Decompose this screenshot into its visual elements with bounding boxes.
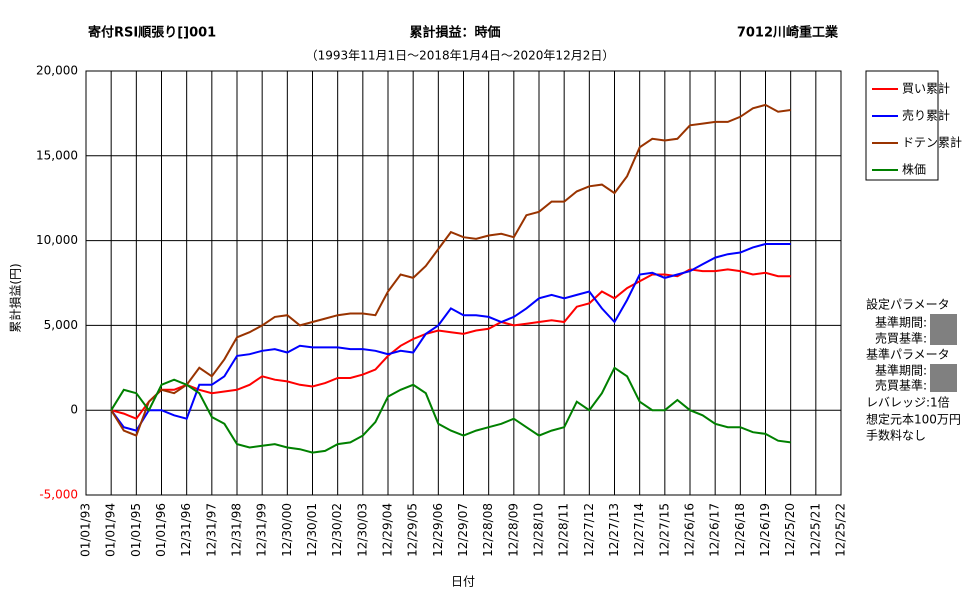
series-line (110, 268, 791, 420)
y-tick-label: 0 (70, 403, 78, 417)
x-tick-label: 12/31/96 (179, 503, 193, 557)
y-tick-label: 5,000 (44, 318, 78, 332)
x-tick-label: 01/01/94 (104, 503, 118, 557)
x-tick-label: 12/27/14 (632, 503, 646, 557)
subtitle: （1993年11月1日～2018年1月4日～2020年12月2日） (306, 49, 615, 63)
x-tick-label: 12/28/10 (532, 503, 546, 557)
x-tick-label: 12/26/19 (758, 503, 772, 557)
x-tick-label: 12/31/98 (230, 503, 244, 557)
title-right: 7012川崎重工業 (737, 25, 839, 41)
x-tick-label: 12/29/04 (381, 503, 395, 557)
x-tick-label: 12/25/20 (783, 503, 797, 557)
x-tick-label: 12/27/15 (657, 503, 671, 557)
series-line (110, 103, 791, 437)
x-tick-label: 12/25/22 (834, 503, 848, 557)
x-tick-label: 12/31/97 (204, 503, 218, 557)
panel-text: 想定元本100万円 (866, 412, 961, 427)
x-tick-label: 01/01/96 (154, 503, 168, 557)
x-tick-label: 12/29/07 (456, 503, 470, 557)
x-tick-label: 12/28/09 (506, 503, 520, 557)
x-tick-label: 01/01/95 (129, 503, 143, 557)
y-tick-label: 20,000 (36, 64, 78, 78)
legend-label: ドテン累計 (902, 135, 962, 150)
x-tick-label: 12/30/02 (330, 503, 344, 557)
y-tick-label: 15,000 (36, 148, 78, 162)
panel-text: 手数料なし (866, 428, 926, 443)
x-tick-label: 12/29/06 (431, 503, 445, 557)
legend-label: 株価 (902, 162, 926, 177)
y-tick-label: 10,000 (36, 233, 78, 247)
title-left: 寄付RSI順張り[]001 (88, 25, 216, 41)
x-tick-label: 12/31/99 (255, 503, 269, 557)
y-tick-label: -5,000 (39, 488, 78, 502)
legend-label: 売り累計 (902, 108, 950, 123)
panel-text: 基準パラメータ (866, 347, 950, 362)
series-line (110, 243, 791, 432)
series-line (110, 366, 791, 454)
x-tick-label: 12/29/05 (406, 503, 420, 557)
x-tick-label: 12/26/17 (708, 503, 722, 557)
x-tick-label: 12/26/18 (733, 503, 747, 557)
x-tick-label: 12/25/21 (808, 503, 822, 557)
x-tick-label: 12/30/01 (305, 503, 319, 557)
x-tick-label: 12/27/12 (582, 503, 596, 557)
x-tick-label: 12/27/13 (607, 503, 621, 557)
legend-label: 買い累計 (902, 81, 950, 96)
panel-text: 設定パラメータ (866, 297, 950, 312)
chart-title: 累計損益：時価 (409, 25, 500, 41)
x-tick-label: 01/01/93 (79, 503, 93, 557)
x-tick-label: 12/28/11 (557, 503, 571, 557)
panel-text: 売買基準: (875, 331, 927, 346)
x-tick-label: 12/30/00 (280, 503, 294, 557)
panel-text: レバレッジ:1倍 (866, 395, 950, 410)
x-tick-label: 12/26/16 (683, 503, 697, 557)
x-axis-label: 日付 (451, 575, 475, 589)
y-axis-label: 累計損益(円) (8, 263, 23, 332)
masked-value (930, 364, 957, 392)
x-tick-label: 12/30/03 (355, 503, 369, 557)
panel-text: 基準期間: (875, 315, 927, 330)
x-tick-label: 12/28/08 (481, 503, 495, 557)
masked-value (930, 314, 957, 345)
panel-text: 基準期間: (875, 363, 927, 378)
panel-text: 売買基準: (875, 378, 927, 393)
